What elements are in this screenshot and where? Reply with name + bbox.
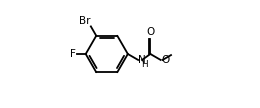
Text: O: O [146,27,154,37]
Text: F: F [70,49,76,59]
Text: N: N [138,55,146,65]
Text: Br: Br [79,16,90,26]
Text: H: H [141,60,148,69]
Text: O: O [161,55,170,65]
